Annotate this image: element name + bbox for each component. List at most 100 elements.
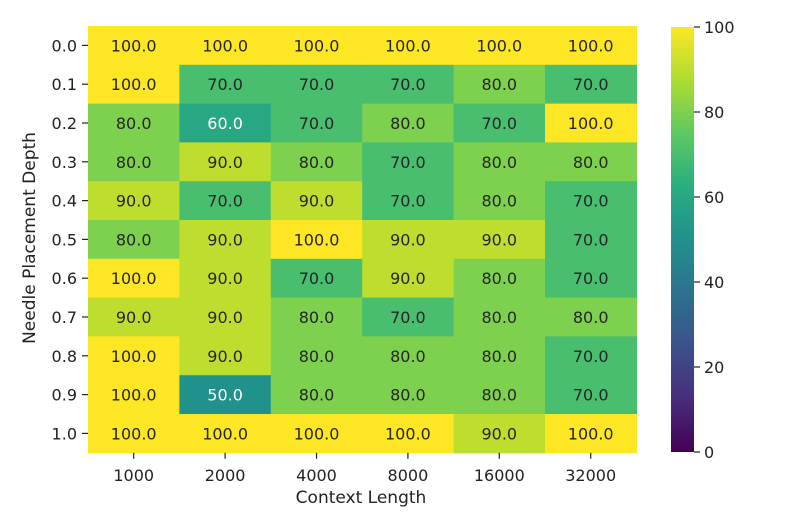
heatmap-cell — [362, 220, 455, 260]
cell-value-label: 80.0 — [390, 386, 426, 405]
cell-value-label: 80.0 — [481, 347, 517, 366]
colorbar-tick-label: 80 — [704, 103, 724, 122]
heatmap-cell — [88, 375, 180, 415]
heatmap-cell — [270, 142, 363, 182]
heatmap-cell — [362, 297, 455, 337]
heatmap-cell — [88, 142, 180, 182]
heatmap-cells — [88, 26, 637, 454]
heatmap-cell — [453, 64, 546, 105]
cell-value-label: 70.0 — [299, 114, 335, 133]
heatmap-cell — [545, 26, 637, 66]
cell-value-label: 90.0 — [207, 347, 243, 366]
heatmap-cell — [453, 26, 546, 66]
cell-value-label: 100.0 — [111, 36, 157, 55]
heatmap-cell — [179, 64, 272, 105]
y-tick-label: 0.7 — [52, 308, 77, 327]
cell-value-label: 70.0 — [299, 269, 335, 288]
cell-value-label: 70.0 — [299, 75, 335, 94]
cell-value-label: 90.0 — [390, 230, 426, 249]
heatmap-cell — [179, 142, 272, 182]
x-tick-label: 8000 — [388, 466, 429, 485]
colorbar-gradient — [671, 27, 694, 452]
cell-value-label: 70.0 — [573, 192, 609, 211]
cell-value-label: 100.0 — [294, 424, 340, 443]
heatmap-cell — [453, 220, 546, 260]
cell-value-label: 100.0 — [568, 114, 614, 133]
heatmap-cell — [88, 103, 180, 143]
heatmap-cell — [362, 336, 455, 376]
heatmap-cell — [362, 103, 455, 143]
cell-value-label: 100.0 — [385, 424, 431, 443]
heatmap-cell — [270, 64, 363, 105]
heatmap-cell — [179, 181, 272, 221]
colorbar-tick-label: 0 — [704, 443, 714, 462]
cell-value-label: 80.0 — [481, 386, 517, 405]
cell-value-label: 80.0 — [390, 347, 426, 366]
cell-value-label: 70.0 — [207, 192, 243, 211]
cell-value-label: 90.0 — [207, 308, 243, 327]
cell-value-label: 80.0 — [481, 153, 517, 172]
cell-value-label: 70.0 — [573, 75, 609, 94]
heatmap-cell — [453, 142, 546, 182]
colorbar-tick-label: 100 — [704, 18, 735, 37]
heatmap-cell — [270, 103, 363, 143]
heatmap-cell — [545, 375, 637, 415]
y-tick-label: 0.9 — [52, 386, 77, 405]
y-axis: 0.0 0.1 0.2 0.3 0.4 0.5 0.6 0.7 0.8 0.9 1.0 — [52, 36, 88, 443]
cell-value-label: 70.0 — [390, 153, 426, 172]
heatmap-cell — [270, 375, 363, 415]
cell-value-label: 70.0 — [573, 386, 609, 405]
heatmap-cell — [179, 375, 272, 415]
cell-value-label: 90.0 — [207, 230, 243, 249]
x-tick-label: 2000 — [205, 466, 246, 485]
heatmap-cell — [88, 258, 180, 299]
heatmap-cell — [179, 220, 272, 260]
heatmap-cell — [362, 181, 455, 221]
cell-value-label: 80.0 — [390, 114, 426, 133]
heatmap-cell — [88, 336, 180, 376]
heatmap-cell — [179, 297, 272, 337]
cell-value-label: 80.0 — [573, 308, 609, 327]
y-tick-label: 0.4 — [52, 192, 77, 211]
cell-value-label: 70.0 — [390, 75, 426, 94]
y-tick-label: 0.8 — [52, 347, 77, 366]
heatmap-cell — [453, 297, 546, 337]
cell-value-label: 70.0 — [390, 192, 426, 211]
cell-value-label: 70.0 — [390, 308, 426, 327]
heatmap-cell — [179, 26, 272, 66]
cell-value-label: 80.0 — [116, 153, 152, 172]
heatmap-cell — [362, 414, 455, 454]
cell-value-label: 70.0 — [573, 347, 609, 366]
cell-value-label: 100.0 — [111, 347, 157, 366]
cell-value-label: 100.0 — [294, 36, 340, 55]
heatmap-cell — [453, 414, 546, 454]
cell-value-label: 100.0 — [111, 424, 157, 443]
cell-value-label: 100.0 — [476, 36, 522, 55]
y-tick-label: 0.2 — [52, 114, 77, 133]
colorbar-tick-label: 20 — [704, 358, 724, 377]
heatmap-cell — [179, 414, 272, 454]
cell-value-label: 70.0 — [207, 75, 243, 94]
heatmap-cell — [545, 220, 637, 260]
cell-value-label: 80.0 — [573, 153, 609, 172]
x-tick-label: 32000 — [565, 466, 616, 485]
colorbar-tick-label: 60 — [704, 188, 724, 207]
cell-value-label: 90.0 — [207, 269, 243, 288]
cell-value-label: 80.0 — [299, 386, 335, 405]
heatmap-cell — [88, 181, 180, 221]
cell-value-label: 80.0 — [299, 153, 335, 172]
heatmap-cell — [545, 297, 637, 337]
heatmap-cell — [270, 258, 363, 299]
colorbar-tick-label: 40 — [704, 273, 724, 292]
heatmap-cell — [88, 414, 180, 454]
heatmap-cell — [88, 297, 180, 337]
cell-value-label: 100.0 — [294, 230, 340, 249]
cell-value-label: 70.0 — [481, 114, 517, 133]
cell-value-label: 90.0 — [207, 153, 243, 172]
x-tick-label: 1000 — [113, 466, 154, 485]
x-axis-label: Context Length — [296, 488, 427, 508]
heatmap-cell — [270, 220, 363, 260]
cell-value-label: 90.0 — [390, 269, 426, 288]
cell-value-label: 50.0 — [207, 386, 243, 405]
cell-value-label: 80.0 — [481, 308, 517, 327]
